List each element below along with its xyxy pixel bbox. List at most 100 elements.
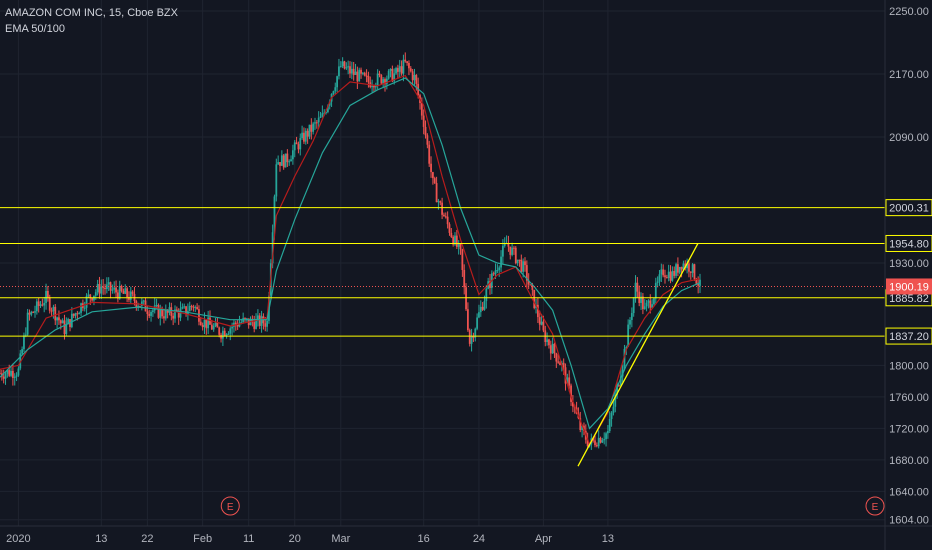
candle-body xyxy=(662,269,665,276)
candle-body xyxy=(492,273,495,275)
ema-slow-line xyxy=(0,77,701,430)
candle-body xyxy=(509,246,512,255)
candle-body xyxy=(236,324,239,327)
candle-body xyxy=(216,322,219,328)
candle-body xyxy=(516,259,519,264)
candle-body xyxy=(614,394,617,407)
candle-body xyxy=(564,367,567,384)
candle-body xyxy=(87,294,90,296)
candle-body xyxy=(433,178,436,184)
trendline-line[interactable] xyxy=(577,243,699,467)
candle-body xyxy=(437,201,440,203)
candle-body xyxy=(303,132,305,142)
candle-body xyxy=(415,74,418,84)
candle-body xyxy=(470,336,473,344)
candle-body xyxy=(686,263,689,269)
candle-body xyxy=(192,306,195,308)
candle-body xyxy=(549,345,552,354)
candle-body xyxy=(448,224,451,233)
candle-body xyxy=(527,280,530,285)
candle-body xyxy=(227,333,230,335)
candle-body xyxy=(361,72,364,74)
candle-body xyxy=(266,320,269,327)
candle-body xyxy=(568,377,571,386)
candle-body xyxy=(67,319,70,325)
candle-body xyxy=(126,288,129,298)
candle-body xyxy=(295,142,298,145)
earnings-marker[interactable] xyxy=(865,496,885,516)
trendline[interactable] xyxy=(577,243,699,467)
candle-body xyxy=(325,112,327,114)
candle-body xyxy=(111,289,114,291)
candle-body xyxy=(240,322,243,324)
candle-body xyxy=(481,306,484,310)
candle-body xyxy=(489,281,491,288)
candle-body xyxy=(52,306,55,312)
x-tick-label: Mar xyxy=(331,533,350,545)
candle-body xyxy=(384,79,386,85)
candle-body xyxy=(280,155,283,166)
candle-body xyxy=(301,132,304,139)
y-tick-label: 1640.00 xyxy=(889,486,929,498)
candle-body xyxy=(35,301,38,312)
candle-body xyxy=(555,353,558,362)
x-axis[interactable]: 2020 13 22 Feb 11 20 Mar 16 24 Apr 13 xyxy=(0,525,932,545)
candle-body xyxy=(137,305,140,307)
earnings-marker[interactable] xyxy=(220,496,240,516)
x-tick-label: 13 xyxy=(95,533,107,545)
candle-body xyxy=(172,315,175,319)
candle-body xyxy=(34,311,36,313)
candle-body xyxy=(150,311,152,316)
candle-body xyxy=(640,296,642,303)
candle-body xyxy=(194,307,197,309)
candle-body xyxy=(439,201,442,203)
candle-body xyxy=(205,319,208,329)
candle-body xyxy=(198,309,200,322)
candle-body xyxy=(665,277,668,279)
candle-body xyxy=(621,366,624,377)
candle-body xyxy=(443,214,445,217)
ema-fast-line xyxy=(0,74,701,446)
candle-body xyxy=(524,261,526,266)
candle-body xyxy=(695,279,698,284)
candle-body xyxy=(199,321,202,325)
candle-body xyxy=(338,66,340,77)
candle-body xyxy=(682,263,685,270)
candle-body xyxy=(209,317,211,325)
candle-body xyxy=(181,306,184,309)
candle-body xyxy=(649,300,652,308)
x-tick-label: 2020 xyxy=(6,533,30,545)
candle-body xyxy=(619,376,622,386)
candle-body xyxy=(253,322,256,329)
candle-body xyxy=(566,377,569,384)
price-level-tag xyxy=(885,234,932,252)
candle-body xyxy=(430,163,432,173)
candle-body xyxy=(531,284,534,290)
x-tick-label: Feb xyxy=(193,533,212,545)
candle-body xyxy=(618,385,620,387)
y-tick-label: 1720.00 xyxy=(889,423,929,435)
candle-body xyxy=(128,297,130,300)
candle-body xyxy=(387,70,390,79)
ema-slow xyxy=(0,77,701,430)
candle-body xyxy=(43,302,46,306)
candle-body xyxy=(599,437,602,443)
candle-body xyxy=(105,284,108,290)
candle-body xyxy=(290,159,292,162)
price-levels[interactable]: 2000.31 1954.80 1885.82 1837.20 1900.19 xyxy=(0,199,932,345)
candle-body xyxy=(446,216,449,225)
candle-body xyxy=(592,438,595,441)
candle-body xyxy=(444,216,447,218)
candle-body xyxy=(522,261,525,272)
candle-body xyxy=(185,306,187,315)
candle-body xyxy=(671,271,674,281)
candle-body xyxy=(478,312,480,318)
candle-body xyxy=(258,315,261,326)
x-tick-label: Apr xyxy=(535,533,552,545)
candle-body xyxy=(120,285,123,292)
y-axis[interactable]: 1604.00 1640.00 1680.00 1720.00 1760.00 1800.… xyxy=(884,0,929,550)
price-level-label: 1837.20 xyxy=(889,331,929,343)
candle-body xyxy=(45,291,47,303)
